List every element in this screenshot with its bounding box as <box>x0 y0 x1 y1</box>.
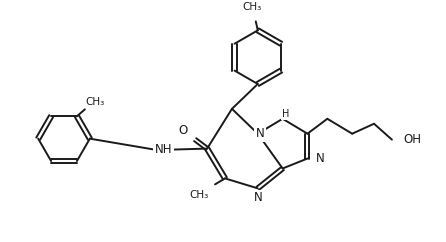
Text: CH₃: CH₃ <box>242 2 261 12</box>
Text: H: H <box>282 109 289 119</box>
Text: OH: OH <box>404 133 422 146</box>
Text: N: N <box>256 127 264 140</box>
Text: NH: NH <box>155 143 172 156</box>
Text: O: O <box>179 124 188 137</box>
Text: CH₃: CH₃ <box>190 190 209 200</box>
Text: N: N <box>253 191 262 204</box>
Text: N: N <box>315 152 324 165</box>
Text: CH₃: CH₃ <box>85 97 104 107</box>
